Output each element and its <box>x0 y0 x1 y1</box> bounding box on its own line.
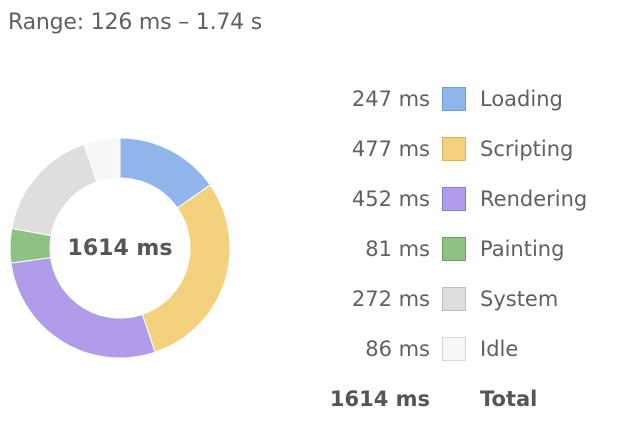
painting-swatch <box>442 237 466 261</box>
legend-value-total: 1614 ms <box>329 387 430 411</box>
legend-row-rendering: 452 ms Rendering <box>300 174 620 224</box>
legend-row-painting: 81 ms Painting <box>300 224 620 274</box>
legend-value-scripting: 477 ms <box>351 137 430 161</box>
legend-label-painting: Painting <box>480 237 565 261</box>
legend-value-idle: 86 ms <box>365 337 430 361</box>
legend-label-total: Total <box>480 387 538 411</box>
legend-label-scripting: Scripting <box>480 137 574 161</box>
rendering-swatch <box>442 187 466 211</box>
pie-slice-scripting <box>141 184 231 353</box>
scripting-swatch <box>442 137 466 161</box>
legend-value-loading: 247 ms <box>351 87 430 111</box>
donut-svg <box>9 137 231 359</box>
legend-label-idle: Idle <box>480 337 519 361</box>
legend-row-system: 272 ms System <box>300 274 620 324</box>
range-label: Range: 126 ms – 1.74 s <box>8 10 263 35</box>
total-spacer <box>442 387 466 411</box>
pie-slice-idle <box>83 137 121 183</box>
legend-row-total: 1614 ms Total <box>300 374 620 424</box>
legend-value-system: 272 ms <box>351 287 430 311</box>
legend-value-rendering: 452 ms <box>351 187 430 211</box>
pie-slice-system <box>11 143 98 237</box>
idle-swatch <box>442 337 466 361</box>
summary-pie-chart: 1614 ms <box>8 136 232 360</box>
legend-label-rendering: Rendering <box>480 187 588 211</box>
legend-row-loading: 247 ms Loading <box>300 74 620 124</box>
system-swatch <box>442 287 466 311</box>
legend-row-idle: 86 ms Idle <box>300 324 620 374</box>
legend-row-scripting: 477 ms Scripting <box>300 124 620 174</box>
pie-slice-rendering <box>10 257 156 359</box>
legend-label-system: System <box>480 287 559 311</box>
loading-swatch <box>442 87 466 111</box>
legend: 247 ms Loading 477 ms Scripting 452 ms R… <box>300 74 620 424</box>
legend-label-loading: Loading <box>480 87 563 111</box>
legend-value-painting: 81 ms <box>365 237 430 261</box>
